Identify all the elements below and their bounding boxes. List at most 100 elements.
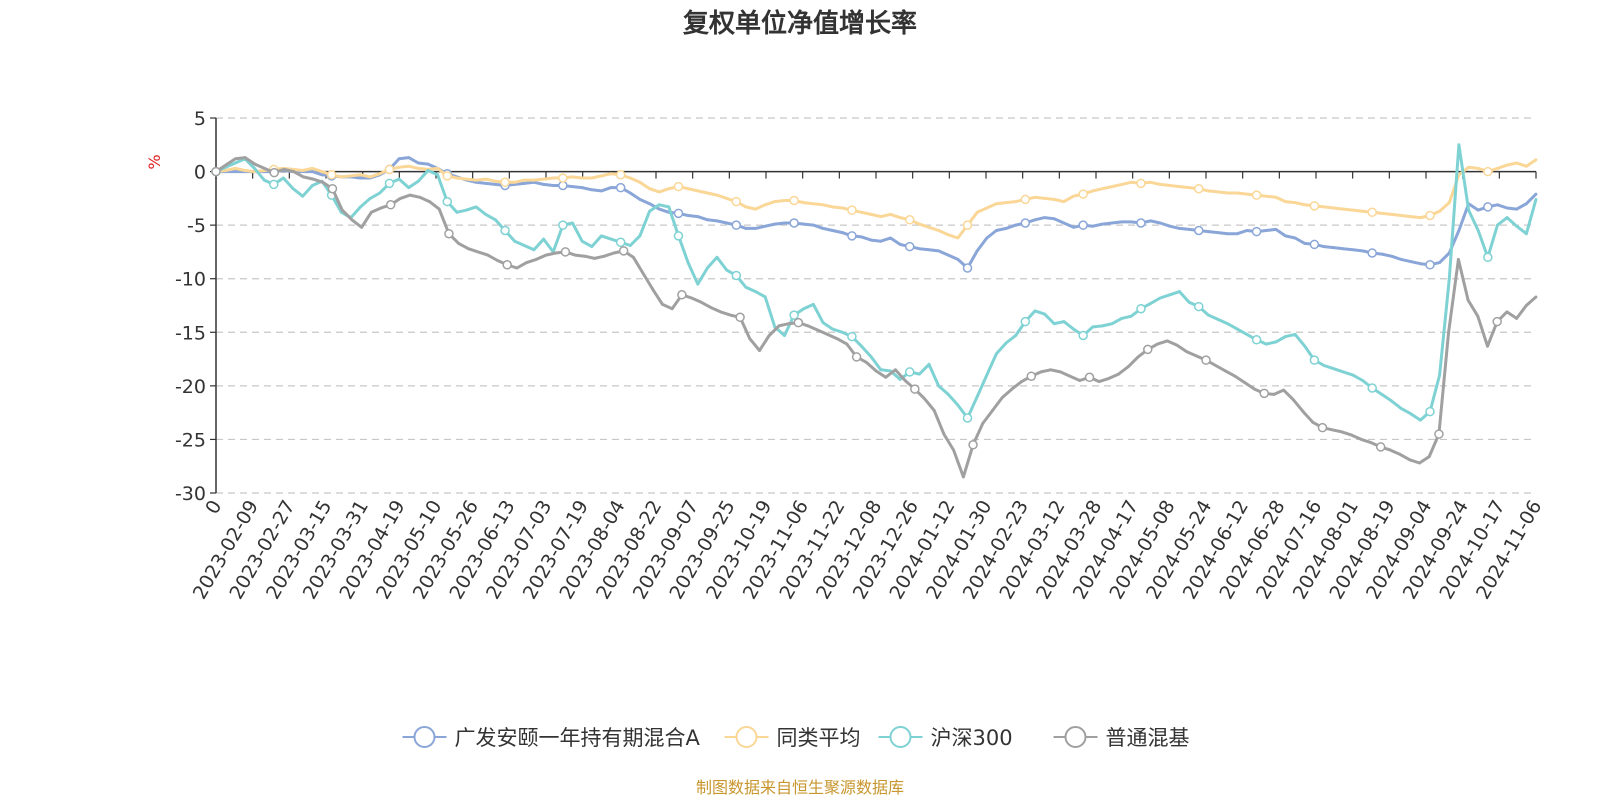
data-point [874,369,878,373]
data-point [609,237,613,241]
data-point [1084,372,1095,383]
data-point [542,177,545,181]
data-point [1467,165,1470,169]
data-point [1291,398,1295,402]
data-point [835,337,839,341]
data-point [1068,374,1072,378]
data-point [657,190,661,194]
data-point [961,475,965,479]
data-point [1505,163,1509,167]
data-point [340,208,344,212]
data-point [1207,313,1210,317]
data-point [1226,322,1230,326]
data-point [1367,248,1377,258]
data-point [1136,178,1146,189]
data-point [1505,216,1509,220]
data-point [956,403,960,407]
data-point [1483,166,1493,177]
data-point [802,307,806,311]
data-point [1476,166,1480,170]
data-point [465,208,468,212]
data-point [937,229,941,232]
data-point [1091,189,1095,193]
data-point [667,205,671,209]
data-point [942,432,946,436]
data-point [609,172,613,176]
data-point [731,270,742,281]
y-tick-label: -5 [187,215,206,237]
data-point [1398,453,1402,456]
data-point [748,337,752,341]
data-point [851,352,862,362]
data-point [1534,158,1538,162]
data-point [233,166,237,170]
data-point [1226,232,1230,236]
data-point [301,175,305,179]
data-point [962,413,973,423]
data-point [1010,387,1014,391]
data-point [1235,327,1239,331]
data-point [889,236,892,240]
data-point [1216,318,1220,321]
data-point [1020,380,1023,383]
data-point [690,296,693,300]
data-point [1033,218,1037,222]
data-point [975,395,979,398]
legend-label: 沪深300 [931,726,1013,750]
legend-marker-icon [413,726,436,748]
data-point [1207,230,1210,233]
data-point [1059,370,1062,374]
data-point [725,268,729,272]
data-point [1126,365,1130,368]
data-point [789,310,799,320]
data-point [1253,387,1256,391]
data-point [1201,355,1211,365]
data-point [840,330,844,334]
data-point [442,171,452,181]
data-point [628,176,632,180]
data-point [1309,355,1320,365]
data-point [515,266,519,270]
data-point [301,169,305,172]
data-point [327,183,338,194]
legend-item[interactable]: 广发安颐一年持有期混合A [402,726,701,750]
legend-item[interactable]: 普通混基 [1053,726,1190,750]
data-point [995,229,998,232]
data-point [1168,224,1172,228]
data-point [648,187,651,191]
data-point [696,282,700,286]
data-point [1136,218,1146,228]
legend[interactable]: 广发安颐一年持有期混合A 同类平均 沪深300 普通混基 [402,726,1190,750]
data-point [937,249,941,253]
data-point [758,349,761,352]
legend-item[interactable]: 同类平均 [724,726,861,750]
data-point [1039,370,1043,374]
data-point [1072,194,1075,198]
data-point [1534,192,1538,196]
data-point [580,186,584,190]
data-point [1492,316,1502,327]
data-point [243,156,247,160]
data-point [1216,190,1220,194]
data-point [397,157,401,161]
y-tick-label: -25 [175,429,206,451]
data-point [715,219,719,223]
data-point [544,253,548,257]
data-point [831,205,835,209]
data-point [889,213,892,216]
data-point [1418,216,1422,220]
legend-item[interactable]: 沪深300 [878,726,1013,750]
data-point [465,177,468,181]
data-point [673,231,684,241]
legend-label: 普通混基 [1106,726,1190,750]
data-point [995,352,998,356]
data-point [428,200,431,203]
data-point [1483,252,1493,263]
data-point [1361,249,1364,253]
x-tick-label: 0 [201,497,226,518]
data-point [262,178,266,182]
data-point [1505,206,1509,210]
data-point [763,203,767,207]
data-point [444,228,454,239]
data-point [1187,228,1191,231]
